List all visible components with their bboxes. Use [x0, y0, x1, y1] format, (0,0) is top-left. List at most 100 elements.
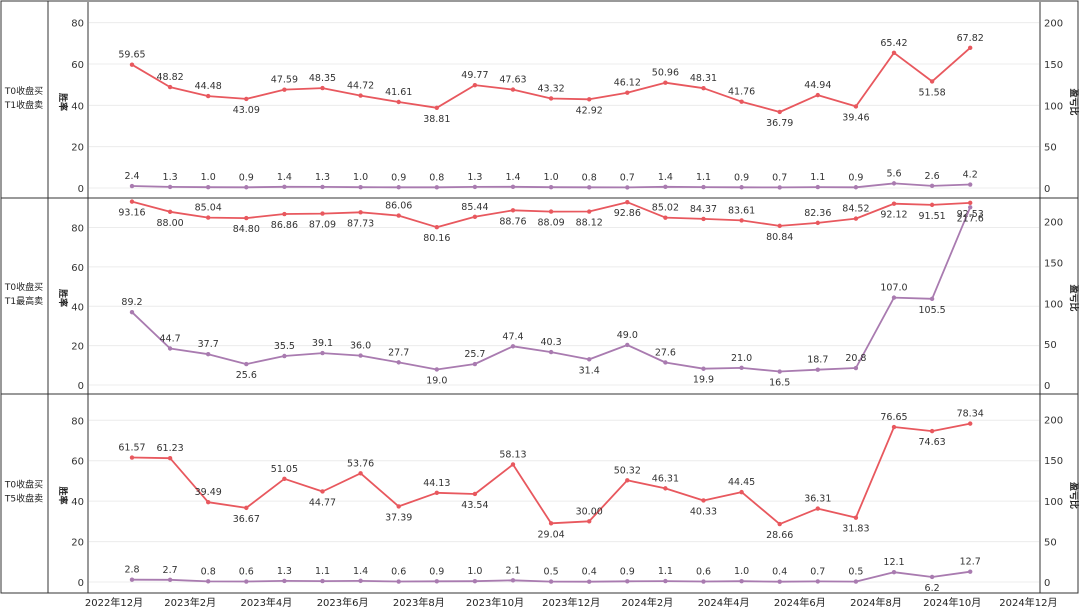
left-tick-label: 0 [78, 381, 84, 392]
data-point [625, 478, 630, 483]
data-point [472, 578, 478, 584]
data-point [282, 87, 287, 92]
data-label: 84.52 [842, 204, 869, 215]
data-label: 37.39 [385, 512, 412, 523]
data-point [891, 295, 897, 300]
x-tick-label: 2023年2月 [164, 596, 216, 609]
data-label: 0.5 [544, 567, 559, 578]
data-point [548, 521, 554, 526]
data-point [777, 109, 782, 115]
data-point [891, 424, 897, 430]
data-point [129, 577, 135, 582]
data-label: 91.51 [918, 211, 945, 222]
data-point [129, 62, 135, 67]
left-tick-label: 60 [71, 263, 84, 274]
data-label: 87.73 [347, 218, 374, 229]
data-label: 0.8 [582, 172, 597, 183]
data-label: 84.80 [233, 224, 260, 235]
data-point [396, 213, 401, 218]
data-point [510, 208, 516, 213]
data-label: 92.86 [614, 208, 641, 219]
data-label: 84.37 [690, 204, 717, 215]
data-label: 39.49 [195, 487, 222, 498]
data-label: 82.36 [804, 208, 831, 219]
right-tick-label: 200 [1044, 416, 1063, 427]
data-point [625, 90, 630, 95]
data-point [244, 361, 249, 367]
data-point [701, 579, 706, 584]
right-axis-title: 盈亏比 [1068, 283, 1080, 311]
data-point [548, 579, 554, 584]
data-label: 1.1 [696, 172, 711, 183]
data-label: 44.94 [804, 80, 831, 91]
data-label: 1.4 [353, 566, 368, 577]
data-point [396, 579, 401, 584]
data-label: 5.6 [886, 168, 901, 179]
data-point [396, 360, 401, 365]
data-label: 44.7 [160, 333, 181, 344]
data-point [167, 346, 173, 351]
data-label: 19.9 [693, 375, 714, 386]
data-label: 0.7 [620, 172, 635, 183]
data-label: 39.46 [842, 112, 869, 123]
x-tick-label: 2024年8月 [850, 596, 902, 609]
left-tick-label: 20 [71, 342, 84, 353]
data-label: 35.5 [274, 341, 295, 352]
data-label: 1.4 [658, 172, 673, 183]
data-point [548, 349, 554, 355]
data-point [853, 216, 859, 221]
data-label: 105.5 [918, 305, 945, 316]
data-label: 0.7 [810, 566, 825, 577]
data-label: 1.0 [734, 566, 749, 577]
data-point [701, 85, 706, 91]
data-label: 0.9 [620, 566, 635, 577]
data-point [739, 489, 744, 495]
data-label: 61.57 [118, 443, 145, 454]
data-label: 12.1 [883, 557, 904, 568]
data-point [358, 353, 363, 358]
row-label-line2: T1收盘卖 [4, 99, 43, 111]
data-label: 0.6 [696, 567, 711, 578]
data-point [739, 99, 744, 104]
data-point [282, 578, 287, 584]
right-tick-label: 50 [1044, 537, 1057, 548]
data-label: 30.00 [576, 506, 603, 517]
data-point [320, 184, 325, 190]
x-tick-label: 2023年4月 [240, 596, 292, 609]
data-label: 86.86 [271, 220, 298, 231]
data-point [929, 183, 935, 189]
data-label: 1.3 [277, 566, 292, 577]
data-point [625, 579, 630, 584]
data-point [587, 579, 592, 584]
data-label: 19.0 [426, 375, 447, 386]
data-label: 0.8 [201, 566, 216, 577]
data-label: 36.0 [350, 341, 371, 352]
data-point [968, 569, 973, 574]
data-point [244, 579, 249, 584]
data-point [206, 352, 211, 357]
data-label: 27.6 [655, 347, 676, 358]
chart-border [0, 0, 1079, 594]
data-label: 31.83 [842, 524, 869, 535]
data-point [358, 210, 363, 215]
data-point [206, 499, 211, 505]
data-point [777, 185, 782, 190]
data-point [396, 185, 401, 190]
data-point [853, 104, 859, 109]
data-label: 76.65 [880, 412, 907, 423]
row-label-line2: T1最高卖 [4, 295, 43, 307]
data-point [701, 366, 706, 371]
data-point [815, 92, 820, 98]
data-label: 1.3 [315, 172, 330, 183]
data-point [739, 365, 744, 371]
x-tick-label: 2023年8月 [393, 596, 445, 609]
data-label: 0.4 [772, 567, 787, 578]
x-tick-label: 2022年12月 [85, 596, 143, 609]
data-point [396, 99, 401, 105]
data-label: 21.0 [731, 353, 752, 364]
data-label: 0.6 [239, 567, 254, 578]
right-tick-label: 0 [1044, 578, 1050, 589]
data-label: 1.4 [277, 172, 292, 183]
right-tick-label: 150 [1044, 60, 1063, 71]
